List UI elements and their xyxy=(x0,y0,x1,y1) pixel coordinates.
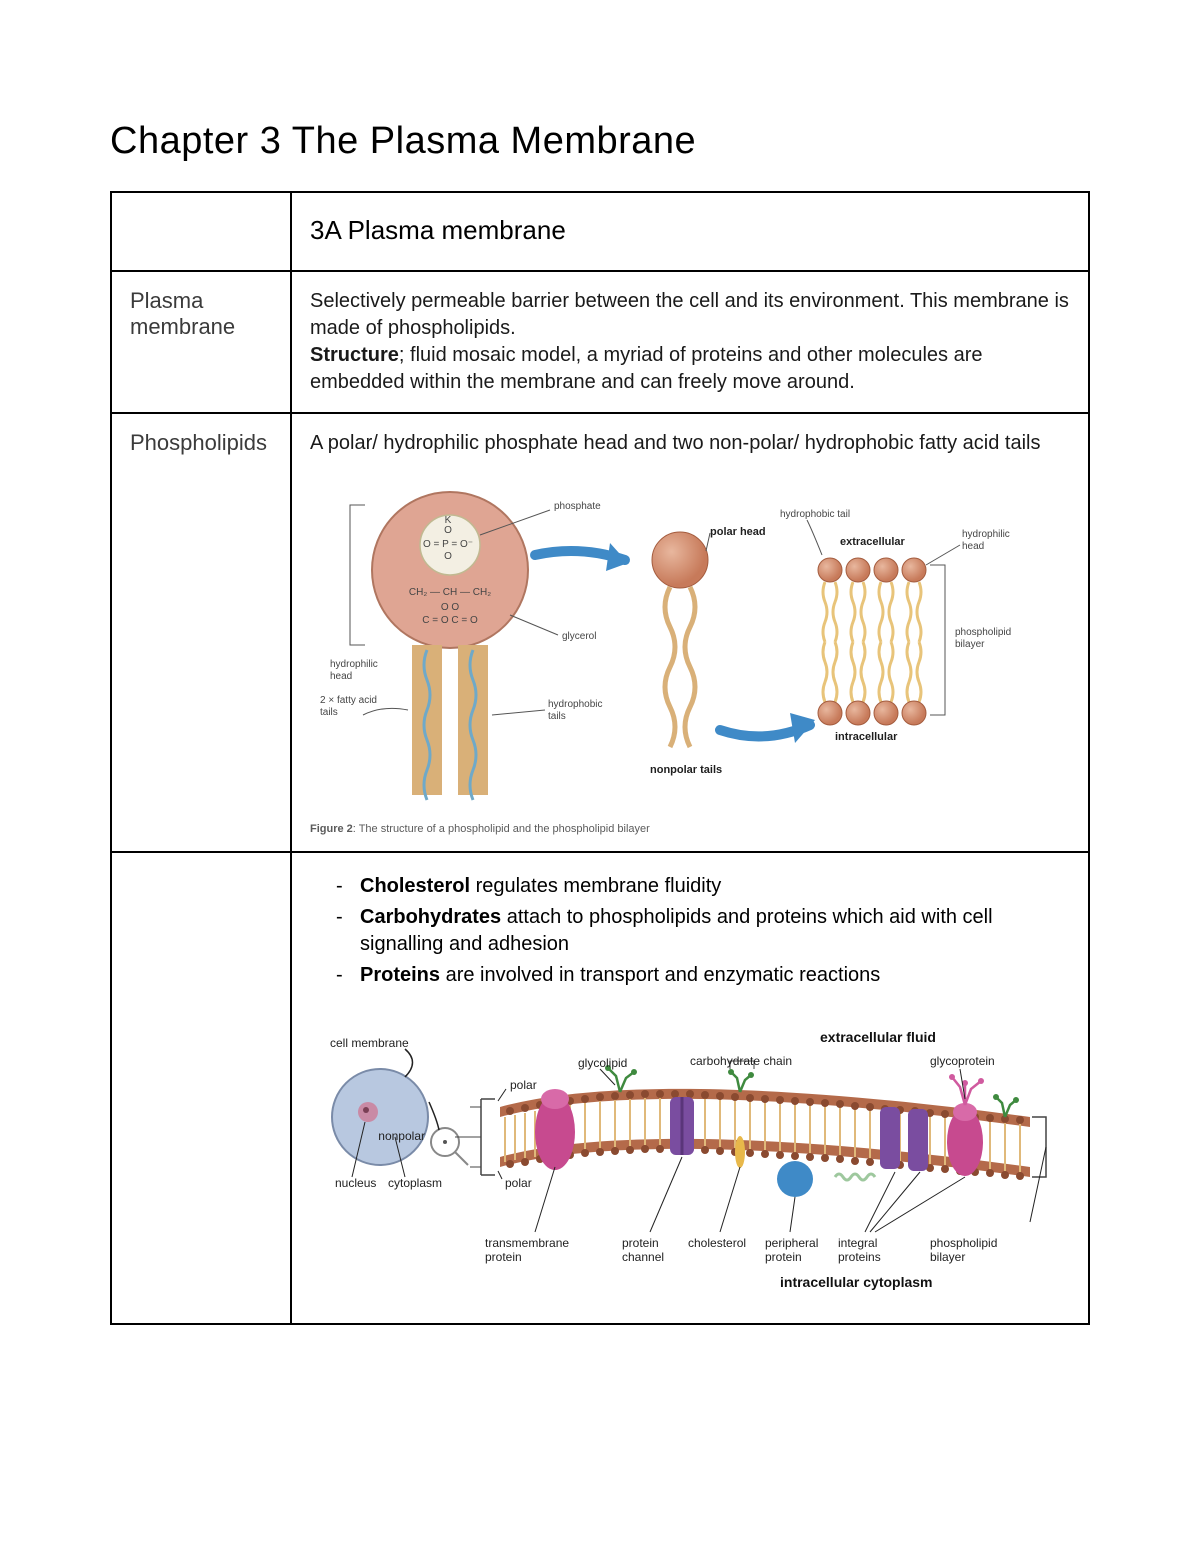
label-nonpolar-tails: nonpolar tails xyxy=(650,764,722,776)
svg-text:hydrophobic: hydrophobic xyxy=(548,699,602,710)
svg-text:proteins: proteins xyxy=(838,1250,881,1264)
label-polar-top: polar xyxy=(510,1078,537,1092)
svg-text:tails: tails xyxy=(320,707,338,718)
plasma-text: Selectively permeable barrier between th… xyxy=(310,288,1070,396)
section-title: 3A Plasma membrane xyxy=(310,215,1070,246)
membrane-diagram: cell membrane nucleus cytoplasm xyxy=(310,1007,1070,1307)
page-title: Chapter 3 The Plasma Membrane xyxy=(110,120,1090,163)
item-bold: Proteins xyxy=(360,964,440,986)
caption-prefix: Figure 2 xyxy=(310,823,353,835)
list-item: Cholesterol regulates membrane fluidity xyxy=(336,873,1070,900)
svg-text:peripheral: peripheral xyxy=(765,1236,818,1250)
svg-text:CH₂ — CH — CH₂: CH₂ — CH — CH₂ xyxy=(409,587,491,598)
svg-text:O O: O O xyxy=(441,602,460,613)
svg-text:tails: tails xyxy=(548,711,566,722)
svg-text:head: head xyxy=(962,541,984,552)
label-intracellular: intracellular xyxy=(835,731,898,743)
svg-text:2 × fatty acid: 2 × fatty acid xyxy=(320,695,377,706)
header-right: 3A Plasma membrane xyxy=(291,192,1089,271)
header-left-empty xyxy=(111,192,291,271)
plasma-structure-label: Structure xyxy=(310,344,399,366)
item-rest: regulates membrane fluidity xyxy=(470,875,721,897)
svg-text:bilayer: bilayer xyxy=(955,639,985,650)
label-extracellular-fluid: extracellular fluid xyxy=(820,1029,936,1045)
label-nonpolar: nonpolar xyxy=(378,1129,425,1143)
caption-rest: : The structure of a phospholipid and th… xyxy=(353,823,650,835)
label-glycerol: glycerol xyxy=(562,631,596,642)
svg-text:phospholipid: phospholipid xyxy=(955,627,1011,638)
svg-text:hydrophilic: hydrophilic xyxy=(330,659,378,670)
phospholipid-caption: Figure 2: The structure of a phospholipi… xyxy=(310,823,1070,835)
svg-text:bilayer: bilayer xyxy=(930,1250,965,1264)
component-list: Cholesterol regulates membrane fluidity … xyxy=(310,873,1070,989)
row-components-label xyxy=(111,852,291,1324)
bilayer-icon xyxy=(818,558,926,725)
content-table: 3A Plasma membrane Plasma membrane Selec… xyxy=(110,191,1090,1325)
label-cytoplasm: cytoplasm xyxy=(388,1176,442,1190)
item-rest: are involved in transport and enzymatic … xyxy=(440,964,880,986)
row-plasma-content: Selectively permeable barrier between th… xyxy=(291,271,1089,413)
label-phosphate: phosphate xyxy=(554,501,601,512)
svg-text:hydrophilic: hydrophilic xyxy=(962,529,1010,540)
svg-text:O = P = O⁻: O = P = O⁻ xyxy=(423,539,473,550)
row-phospholipids-label: Phospholipids xyxy=(111,413,291,852)
plasma-line1: Selectively permeable barrier between th… xyxy=(310,290,1069,339)
row-components-content: Cholesterol regulates membrane fluidity … xyxy=(291,852,1089,1324)
svg-text:hydrophobic tail: hydrophobic tail xyxy=(780,509,850,520)
svg-text:phospholipid: phospholipid xyxy=(930,1236,997,1250)
svg-text:transmembrane: transmembrane xyxy=(485,1236,569,1250)
label-cholesterol: cholesterol xyxy=(688,1236,746,1250)
row-plasma-label: Plasma membrane xyxy=(111,271,291,413)
label-intracellular-cytoplasm: intracellular cytoplasm xyxy=(780,1274,933,1290)
svg-text:protein: protein xyxy=(485,1250,522,1264)
label-polar-head: polar head xyxy=(710,526,766,538)
label-cell-membrane: cell membrane xyxy=(330,1036,409,1050)
label-carb-chain: carbohydrate chain xyxy=(690,1054,792,1068)
label-extracellular: extracellular xyxy=(840,536,906,548)
svg-text:O: O xyxy=(444,551,452,562)
phospholipids-intro: A polar/ hydrophilic phosphate head and … xyxy=(310,430,1070,457)
svg-text:C = O C = O: C = O C = O xyxy=(422,615,478,626)
svg-text:protein: protein xyxy=(765,1250,802,1264)
label-polar-bottom: polar xyxy=(505,1176,532,1190)
list-item: Proteins are involved in transport and e… xyxy=(336,962,1070,989)
svg-text:protein: protein xyxy=(622,1236,659,1250)
label-glycoprotein: glycoprotein xyxy=(930,1054,995,1068)
label-glycolipid: glycolipid xyxy=(578,1056,627,1070)
svg-text:O: O xyxy=(444,525,452,536)
svg-text:integral: integral xyxy=(838,1236,877,1250)
item-bold: Cholesterol xyxy=(360,875,470,897)
svg-text:head: head xyxy=(330,671,352,682)
svg-text:channel: channel xyxy=(622,1250,664,1264)
plasma-structure-text: ; fluid mosaic model, a myriad of protei… xyxy=(310,344,983,393)
label-nucleus: nucleus xyxy=(335,1176,376,1190)
list-item: Carbohydrates attach to phospholipids an… xyxy=(336,904,1070,958)
row-phospholipids-content: A polar/ hydrophilic phosphate head and … xyxy=(291,413,1089,852)
item-bold: Carbohydrates xyxy=(360,906,501,928)
phospholipid-diagram: K O O = P = O⁻ O CH₂ — CH — CH₂ O O C = … xyxy=(310,475,1030,815)
